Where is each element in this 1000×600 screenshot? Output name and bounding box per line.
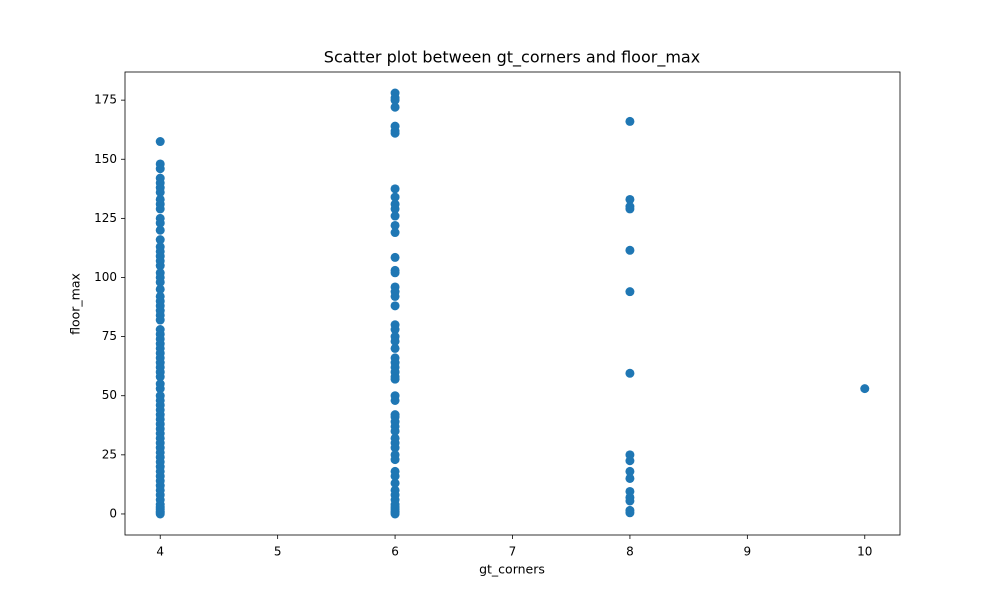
scatter-point [155,204,165,214]
x-tick-label: 7 [509,545,517,559]
y-axis-label: floor_max [68,273,83,335]
scatter-point [625,368,635,378]
scatter-point [625,456,635,466]
scatter-point [390,204,400,214]
y-tick-label: 25 [102,447,117,461]
scatter-point [155,235,165,245]
scatter-point [625,194,635,204]
scatter-point [390,268,400,278]
scatter-point [625,466,635,476]
scatter-point [625,116,635,126]
x-tick-label: 8 [626,545,634,559]
scatter-point [390,211,400,221]
scatter-point [390,336,400,346]
scatter-point [390,252,400,262]
scatter-point [155,372,165,382]
scatter-point [625,508,635,518]
scatter-point [390,455,400,465]
scatter-point [390,509,400,519]
scatter-point [390,443,400,453]
scatter-point [390,192,400,202]
y-tick-label: 50 [102,388,117,402]
scatter-point [390,343,400,353]
scatter-point [390,471,400,481]
scatter-point [390,102,400,112]
scatter-point [390,220,400,230]
scatter-point [625,204,635,214]
plot-frame [124,71,901,536]
scatter-point [390,301,400,311]
scatter-point [390,128,400,138]
scatter-point [155,164,165,174]
x-tick-label: 4 [156,545,164,559]
x-tick-label: 10 [857,545,872,559]
scatter-point [390,95,400,105]
scatter-point [155,277,165,287]
scatter-point [390,325,400,335]
scatter-point [625,473,635,483]
y-tick-label: 150 [94,152,117,166]
scatter-point [625,496,635,506]
y-tick-label: 100 [94,270,117,284]
x-tick-label: 5 [274,545,282,559]
y-tick-label: 175 [94,93,117,107]
scatter-point [155,218,165,228]
x-tick-label: 6 [391,545,399,559]
scatter-point [155,509,165,519]
y-tick-label: 0 [109,506,117,520]
chart-title: Scatter plot between gt_corners and floo… [324,48,700,68]
scatter-point [390,228,400,238]
x-axis-label: gt_corners [479,562,545,577]
scatter-point [155,284,165,294]
scatter-point [155,137,165,147]
scatter-point [390,426,400,436]
y-tick-label: 75 [102,329,117,343]
scatter-point [390,478,400,488]
scatter-point [625,287,635,297]
scatter-point [155,225,165,235]
scatter-point [860,384,870,394]
scatter-point [625,245,635,255]
scatter-point [390,374,400,384]
y-tick-label: 125 [94,211,117,225]
scatter-point [155,384,165,394]
scatter-point [390,184,400,194]
scatter-point [390,395,400,405]
x-tick-label: 9 [744,545,752,559]
scatter-point [155,187,165,197]
scatter-point [155,315,165,325]
scatter-point [390,291,400,301]
scatter-point [155,261,165,271]
